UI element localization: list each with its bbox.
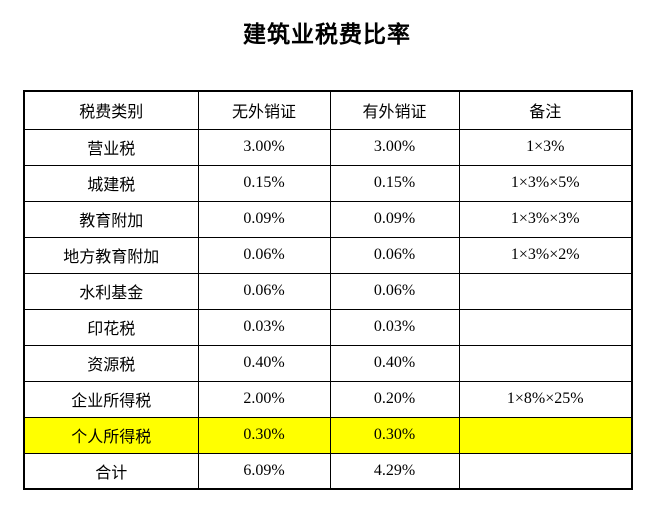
- cell-with-export-cert-rate: 0.40%: [329, 344, 460, 382]
- cell-no-export-cert-rate: 2.00%: [197, 380, 331, 418]
- table-row: 资源税 0.40% 0.40%: [23, 344, 633, 382]
- cell-with-export-cert-rate: 0.03%: [329, 308, 460, 346]
- cell-remark: 1×8%×25%: [458, 380, 633, 418]
- cell-tax-category: 合计: [23, 452, 199, 490]
- table-row: 企业所得税 2.00% 0.20% 1×8%×25%: [23, 380, 633, 418]
- table-row: 水利基金 0.06% 0.06%: [23, 272, 633, 310]
- cell-remark: [458, 452, 633, 490]
- cell-tax-category: 企业所得税: [23, 380, 199, 418]
- cell-no-export-cert-rate: 0.15%: [197, 164, 331, 202]
- table-row: 教育附加 0.09% 0.09% 1×3%×3%: [23, 200, 633, 238]
- header-tax-category: 税费类别: [23, 90, 199, 130]
- cell-with-export-cert-rate: 4.29%: [329, 452, 460, 490]
- cell-no-export-cert-rate: 0.40%: [197, 344, 331, 382]
- cell-tax-category: 城建税: [23, 164, 199, 202]
- table-row: 营业税 3.00% 3.00% 1×3%: [23, 128, 633, 166]
- table-row: 地方教育附加 0.06% 0.06% 1×3%×2%: [23, 236, 633, 274]
- table-row: 城建税 0.15% 0.15% 1×3%×5%: [23, 164, 633, 202]
- cell-tax-category: 水利基金: [23, 272, 199, 310]
- cell-with-export-cert-rate: 0.06%: [329, 272, 460, 310]
- cell-with-export-cert-rate: 3.00%: [329, 128, 460, 166]
- header-no-export-cert: 无外销证: [197, 90, 331, 130]
- cell-tax-category: 个人所得税: [23, 416, 199, 454]
- header-remarks: 备注: [458, 90, 633, 130]
- cell-with-export-cert-rate: 0.20%: [329, 380, 460, 418]
- cell-tax-category: 地方教育附加: [23, 236, 199, 274]
- cell-remark: [458, 344, 633, 382]
- table-body: 营业税 3.00% 3.00% 1×3% 城建税 0.15% 0.15% 1×3%×5% 教育附…: [23, 128, 633, 490]
- cell-with-export-cert-rate: 0.06%: [329, 236, 460, 274]
- cell-no-export-cert-rate: 6.09%: [197, 452, 331, 490]
- tax-rate-table: 税费类别 无外销证 有外销证 备注 营业税 3.00% 3.00% 1×3% 城建税 0.…: [23, 90, 633, 490]
- cell-no-export-cert-rate: 3.00%: [197, 128, 331, 166]
- cell-remark: [458, 308, 633, 346]
- cell-no-export-cert-rate: 0.06%: [197, 272, 331, 310]
- cell-tax-category: 印花税: [23, 308, 199, 346]
- cell-tax-category: 营业税: [23, 128, 199, 166]
- cell-remark: [458, 416, 633, 454]
- table-row: 印花税 0.03% 0.03%: [23, 308, 633, 346]
- table-header-row: 税费类别 无外销证 有外销证 备注: [23, 90, 633, 130]
- table-row: 个人所得税 0.30% 0.30%: [23, 416, 633, 454]
- header-with-export-cert: 有外销证: [329, 90, 460, 130]
- table-row: 合计 6.09% 4.29%: [23, 452, 633, 490]
- cell-tax-category: 资源税: [23, 344, 199, 382]
- cell-no-export-cert-rate: 0.09%: [197, 200, 331, 238]
- cell-tax-category: 教育附加: [23, 200, 199, 238]
- cell-remark: 1×3%×5%: [458, 164, 633, 202]
- cell-with-export-cert-rate: 0.09%: [329, 200, 460, 238]
- cell-no-export-cert-rate: 0.30%: [197, 416, 331, 454]
- cell-with-export-cert-rate: 0.15%: [329, 164, 460, 202]
- cell-no-export-cert-rate: 0.03%: [197, 308, 331, 346]
- cell-no-export-cert-rate: 0.06%: [197, 236, 331, 274]
- cell-remark: 1×3%×2%: [458, 236, 633, 274]
- page-title: 建筑业税费比率: [243, 22, 411, 47]
- cell-with-export-cert-rate: 0.30%: [329, 416, 460, 454]
- cell-remark: 1×3%×3%: [458, 200, 633, 238]
- cell-remark: [458, 272, 633, 310]
- cell-remark: 1×3%: [458, 128, 633, 166]
